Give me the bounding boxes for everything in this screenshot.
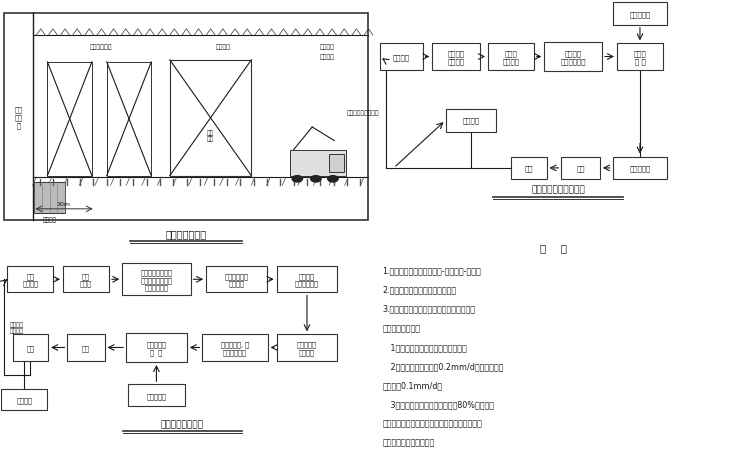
Text: 安放接茬石: 安放接茬石 [629, 165, 651, 172]
Bar [276, 334, 337, 361]
Bar [123, 264, 190, 296]
Bar [34, 183, 65, 214]
Bar [68, 334, 105, 361]
Bar [290, 151, 345, 177]
Text: 喷水养护: 喷水养护 [16, 397, 33, 403]
Bar [206, 267, 267, 293]
Bar [511, 157, 547, 180]
Bar [562, 157, 600, 180]
Circle shape [328, 176, 338, 182]
Text: 边基顶面凿及边拱
砼施工缝凿毛冲洗
安装排水盲沟: 边基顶面凿及边拱 砼施工缝凿毛冲洗 安装排水盲沟 [140, 269, 172, 291]
Text: 养生: 养生 [82, 344, 90, 351]
Text: 足上述条件必须采取措施，使初期支护基本稳定: 足上述条件必须采取措施，使初期支护基本稳定 [383, 419, 482, 427]
Text: 边墙基础: 边墙基础 [42, 217, 56, 222]
Text: 砼输
送架: 砼输 送架 [207, 130, 214, 142]
Text: 立边墙
基础模型: 立边墙 基础模型 [502, 51, 519, 65]
Text: 立堵头模板, 安
装橡胶止水带: 立堵头模板, 安 装橡胶止水带 [221, 341, 249, 355]
Bar [329, 155, 344, 172]
Bar [617, 44, 663, 71]
Bar [488, 44, 534, 71]
Text: 轮运输车: 轮运输车 [319, 55, 334, 60]
Text: 设置
排水盲管: 设置 排水盲管 [22, 273, 39, 287]
Text: 排除积水: 排除积水 [392, 54, 409, 61]
Text: 铺设
防水层: 铺设 防水层 [80, 273, 92, 287]
Text: 进入下一
村砌循环: 进入下一 村砌循环 [10, 321, 24, 334]
Text: 运送砼进洞: 运送砼进洞 [629, 11, 651, 18]
Bar [380, 44, 423, 71]
Text: 边墙基础衬砌工艺框图: 边墙基础衬砌工艺框图 [531, 184, 585, 193]
Text: 清除边墙
基础虚碴: 清除边墙 基础虚碴 [447, 51, 464, 65]
Text: 30m: 30m [56, 202, 71, 207]
Text: 移动工作平台: 移动工作平台 [90, 45, 112, 50]
Bar [13, 334, 48, 361]
Text: 洞身衬砌工艺框图: 洞身衬砌工艺框图 [161, 419, 204, 428]
Text: 衬砌施工示意图: 衬砌施工示意图 [166, 228, 207, 238]
Bar [202, 334, 267, 361]
Text: 1）隧道周边位移有明显减缓趋势；: 1）隧道周边位移有明显减缓趋势； [383, 342, 467, 351]
Bar [7, 267, 53, 293]
Text: 2.利用移动式作业台架设防水层；: 2.利用移动式作业台架设防水层； [383, 285, 457, 294]
Text: 速度小于0.1mm/d；: 速度小于0.1mm/d； [383, 380, 443, 389]
Text: 洒水养护: 洒水养护 [462, 117, 479, 124]
Text: 养生: 养生 [577, 165, 585, 172]
Text: 浇注砼
嵩 固: 浇注砼 嵩 固 [634, 51, 646, 65]
Bar [48, 63, 92, 176]
Bar [276, 267, 337, 293]
Bar [4, 14, 368, 221]
Bar [126, 333, 186, 362]
Text: 开挖
工作
面: 开挖 工作 面 [15, 106, 22, 128]
Text: 3.二次衬砌在围岩和初期支护变形稳定具备: 3.二次衬砌在围岩和初期支护变形稳定具备 [383, 304, 476, 313]
Bar [129, 384, 184, 406]
Bar [107, 63, 152, 176]
Circle shape [311, 176, 321, 182]
Text: 进入下一个衬砌循环: 进入下一个衬砌循环 [346, 110, 379, 116]
Text: 说    明: 说 明 [539, 243, 567, 253]
Text: 下列条件时施作：: 下列条件时施作： [383, 323, 421, 332]
Circle shape [292, 176, 302, 182]
Text: 拆模: 拆模 [26, 344, 34, 351]
Text: 衬砌模板台车
膜模就位: 衬砌模板台车 膜模就位 [224, 273, 248, 287]
Bar [545, 43, 602, 72]
Bar [1, 389, 48, 410]
Text: 砼生产运输: 砼生产运输 [146, 392, 166, 399]
Text: 洞口方向: 洞口方向 [319, 45, 334, 50]
Text: 模板台车: 模板台车 [215, 45, 230, 50]
Text: 1.衬砌施工顺序：边墙基础-边拱衬砌-侧沟；: 1.衬砌施工顺序：边墙基础-边拱衬砌-侧沟； [383, 266, 481, 275]
Text: 调整台车
丝杆固定模板: 调整台车 丝杆固定模板 [295, 273, 319, 287]
Text: 后，方可施作二次衬砌；: 后，方可施作二次衬砌； [383, 438, 435, 446]
Text: 泵送砼入模
搞  固: 泵送砼入模 搞 固 [146, 341, 166, 355]
Text: 接砼输送管
涂脱模剂: 接砼输送管 涂脱模剂 [297, 341, 317, 355]
Text: 校正加固
模型涂脱模剂: 校正加固 模型涂脱模剂 [560, 51, 586, 65]
Bar [170, 61, 251, 176]
Bar [446, 110, 496, 132]
Text: 2）水平收敛速度小于0.2mm/d，或拱顶位移: 2）水平收敛速度小于0.2mm/d，或拱顶位移 [383, 361, 503, 370]
Bar [612, 157, 667, 180]
Bar [63, 267, 109, 293]
Text: 拆模: 拆模 [525, 165, 533, 172]
Bar [613, 3, 666, 25]
Bar [432, 44, 480, 71]
Text: 3）预留变形量已达到设计量的80%；若不满: 3）预留变形量已达到设计量的80%；若不满 [383, 399, 493, 409]
